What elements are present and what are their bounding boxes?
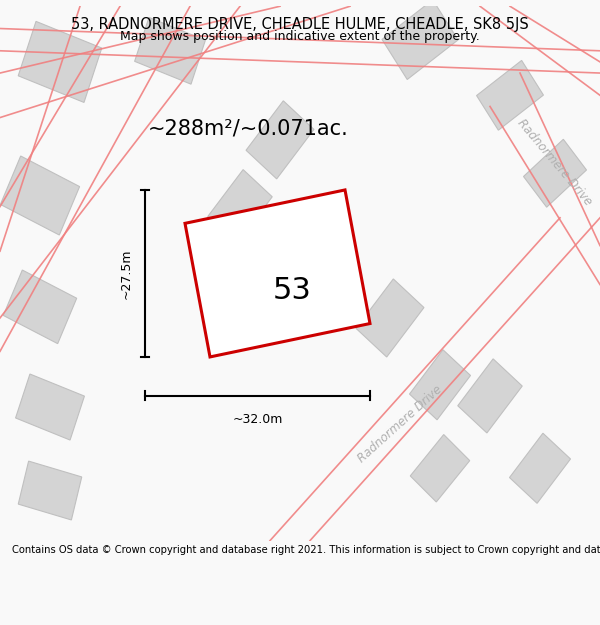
Polygon shape — [18, 461, 82, 520]
Polygon shape — [18, 21, 102, 102]
Text: Contains OS data © Crown copyright and database right 2021. This information is : Contains OS data © Crown copyright and d… — [12, 545, 600, 555]
Polygon shape — [4, 270, 77, 344]
Text: Radnormere Drive: Radnormere Drive — [355, 382, 445, 465]
Polygon shape — [185, 190, 370, 357]
Polygon shape — [524, 139, 586, 208]
Polygon shape — [356, 279, 424, 357]
Polygon shape — [382, 0, 458, 79]
Polygon shape — [1, 156, 80, 235]
Polygon shape — [134, 18, 205, 84]
Text: Radnormere Drive: Radnormere Drive — [515, 116, 595, 208]
Text: 53: 53 — [273, 276, 312, 304]
Polygon shape — [208, 169, 272, 244]
Polygon shape — [246, 101, 314, 179]
Text: Map shows position and indicative extent of the property.: Map shows position and indicative extent… — [120, 30, 480, 43]
Polygon shape — [458, 359, 522, 433]
Polygon shape — [16, 374, 85, 440]
Polygon shape — [409, 350, 470, 420]
Text: ~32.0m: ~32.0m — [232, 412, 283, 426]
Polygon shape — [476, 61, 544, 130]
Polygon shape — [509, 433, 571, 503]
Text: 53, RADNORMERE DRIVE, CHEADLE HULME, CHEADLE, SK8 5JS: 53, RADNORMERE DRIVE, CHEADLE HULME, CHE… — [71, 18, 529, 32]
Text: ~288m²/~0.071ac.: ~288m²/~0.071ac. — [148, 119, 349, 139]
Polygon shape — [410, 434, 470, 502]
Text: ~27.5m: ~27.5m — [120, 248, 133, 299]
